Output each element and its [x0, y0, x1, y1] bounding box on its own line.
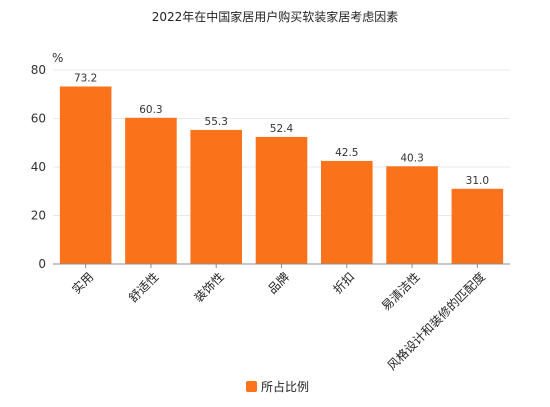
y-axis-ticks: 0 20 40 60 80: [31, 63, 46, 271]
legend-swatch: [246, 381, 257, 392]
y-axis-unit-label: %: [52, 51, 63, 65]
data-label-3: 55.3: [205, 116, 228, 128]
data-label-2: 60.3: [139, 104, 162, 116]
x-tick-label-4: 品牌: [265, 270, 292, 297]
x-tick-label-5: 折扣: [330, 269, 358, 297]
x-tick-label-3: 装饰性: [191, 270, 226, 305]
bar-2[interactable]: [125, 117, 177, 265]
data-label-4: 52.4: [270, 123, 294, 135]
y-tick-label-20: 20: [31, 209, 46, 223]
y-tick-label-60: 60: [31, 112, 46, 126]
x-tick-label-6: 易清洁性: [379, 270, 423, 314]
bar-6[interactable]: [386, 166, 438, 264]
bar-4[interactable]: [255, 136, 308, 264]
data-label-1: 73.2: [74, 72, 97, 84]
data-labels: 73.2 60.3 55.3 52.4 42.5 40.3 31.0: [74, 72, 489, 186]
bar-3[interactable]: [190, 129, 243, 264]
bars: [59, 86, 504, 265]
bar-5[interactable]: [320, 160, 373, 264]
data-label-7: 31.0: [466, 175, 489, 187]
y-tick-label-0: 0: [38, 257, 46, 271]
y-tick-label-40: 40: [31, 160, 46, 174]
x-tick-label-1: 实用: [69, 269, 97, 297]
chart-title: 2022年在中国家居用户购买软装家居考虑因素: [152, 9, 399, 24]
data-label-6: 40.3: [400, 152, 423, 164]
x-tick-label-2: 舒适性: [126, 270, 161, 305]
data-label-5: 42.5: [335, 147, 358, 159]
bar-1[interactable]: [59, 86, 112, 265]
legend-label: 所占比例: [261, 379, 309, 394]
legend[interactable]: 所占比例: [246, 379, 309, 394]
bar-7[interactable]: [451, 188, 504, 264]
y-tick-label-80: 80: [31, 63, 46, 77]
